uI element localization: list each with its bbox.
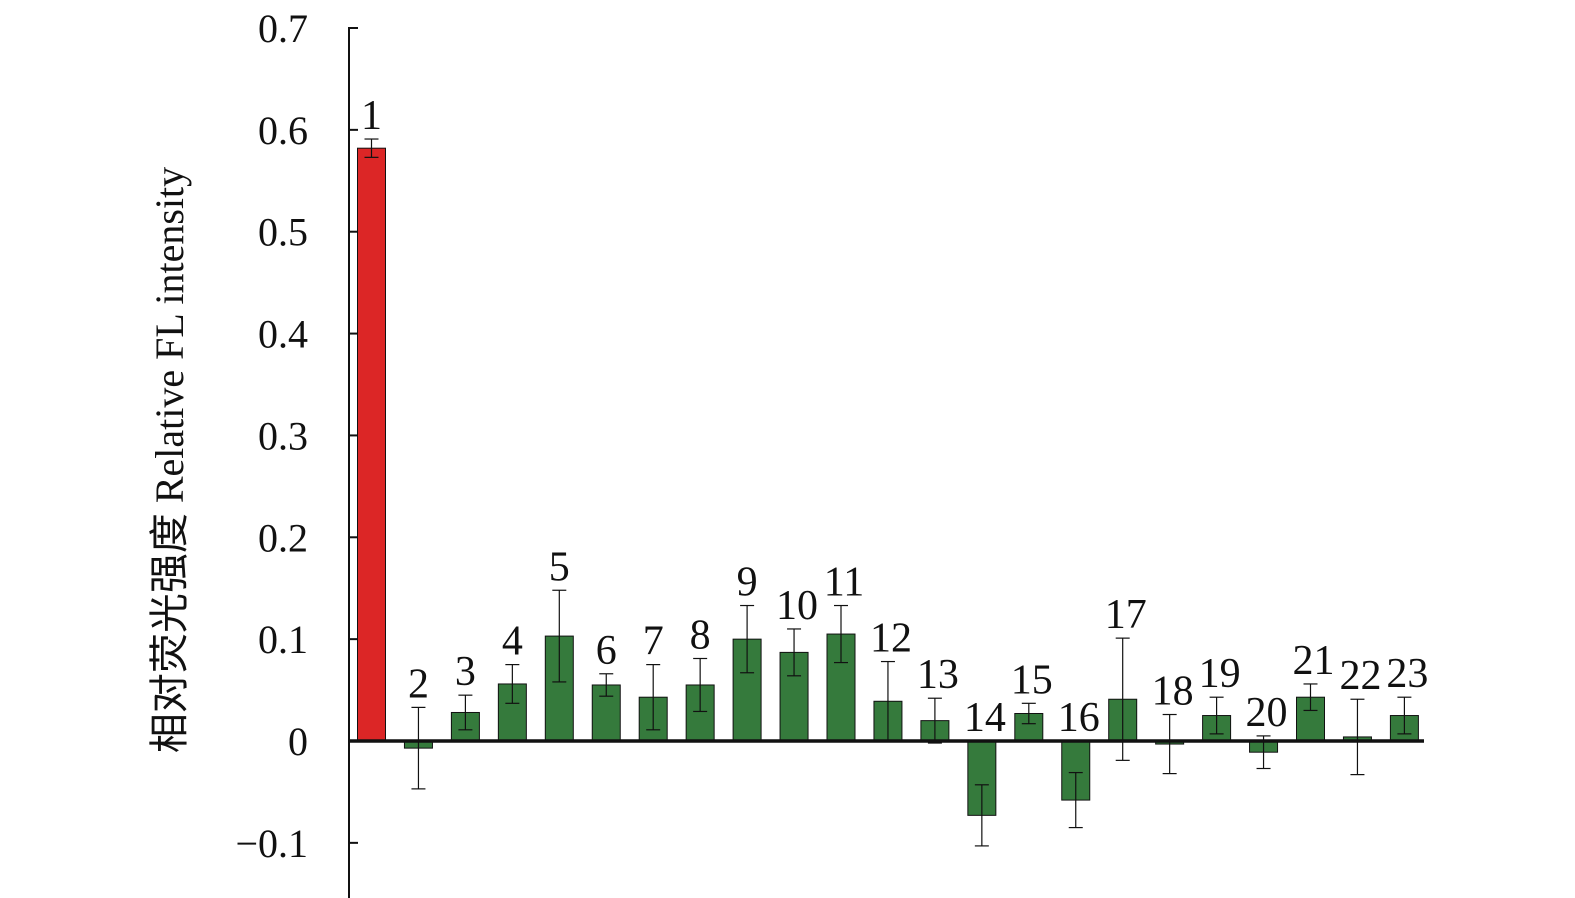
bar-data-label: 5 <box>549 544 570 590</box>
y-tick-label: −0.1 <box>235 821 308 866</box>
bar-data-label: 13 <box>917 652 959 698</box>
bar-data-label: 17 <box>1105 592 1147 638</box>
bar-data-label: 12 <box>870 616 912 662</box>
y-tick-label: 0.4 <box>258 312 308 357</box>
bar-data-label: 15 <box>1011 657 1053 703</box>
y-tick-label: 0.1 <box>258 617 308 662</box>
bar-data-label: 7 <box>643 619 664 665</box>
bar-data-label: 9 <box>737 560 758 606</box>
y-tick-label: 0.2 <box>258 515 308 560</box>
y-ticks-group: −0.1 0 0.1 0.2 0.3 0.4 0.5 0.6 0.7 <box>235 6 358 866</box>
bar-data-label: 3 <box>455 649 476 695</box>
bar-data-label: 2 <box>408 661 429 707</box>
bar-data-label: 8 <box>690 612 711 658</box>
bar-data-label: 22 <box>1339 653 1381 699</box>
bar-data-label: 20 <box>1246 690 1288 736</box>
y-tick-label: 0.3 <box>258 413 308 458</box>
bar <box>1014 712 1044 742</box>
bar-data-label: 1 <box>361 93 382 139</box>
bar-data-label: 16 <box>1058 695 1100 741</box>
y-tick-label: 0.7 <box>258 6 308 51</box>
bar-data-label: 21 <box>1293 638 1335 684</box>
bar-data-label: 4 <box>502 619 523 665</box>
bar-data-label: 10 <box>776 583 818 629</box>
y-tick-label: 0 <box>288 719 308 764</box>
bar-data-label: 23 <box>1386 651 1428 697</box>
y-axis-label: 相对荧光强度 Relative FL intensity <box>147 167 192 753</box>
y-tick-label: 0.5 <box>258 210 308 255</box>
bar-data-label: 6 <box>596 628 617 674</box>
bar <box>357 147 386 742</box>
y-tick-label: 0.6 <box>258 108 308 153</box>
bar-data-label: 14 <box>964 695 1006 741</box>
bar-data-label: 19 <box>1199 651 1241 697</box>
bar-data-label: 11 <box>824 560 864 606</box>
bar-data-label: 18 <box>1152 669 1194 715</box>
